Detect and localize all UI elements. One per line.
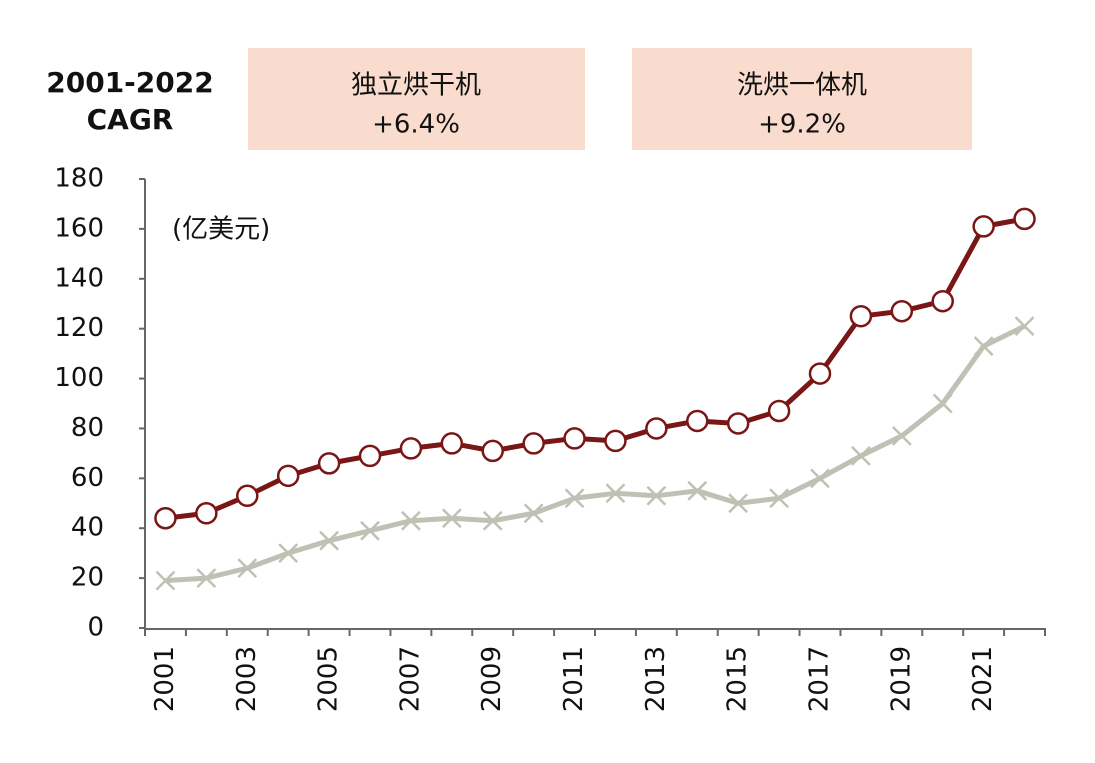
series-line xyxy=(165,216,1025,521)
x-tick-label: 2015 xyxy=(723,646,753,712)
point-marker xyxy=(481,439,504,463)
point-marker xyxy=(1014,316,1035,337)
point-marker xyxy=(932,393,953,414)
point-marker xyxy=(808,362,832,385)
point-marker xyxy=(645,417,668,440)
title-line: 2001-2022 xyxy=(46,66,213,99)
point-marker xyxy=(769,488,789,509)
series-line xyxy=(165,323,1026,584)
x-tick-label: 2009 xyxy=(477,646,507,712)
unit-label: (亿美元) xyxy=(172,215,270,245)
point-marker xyxy=(564,488,585,509)
point-marker xyxy=(728,493,749,514)
point-marker xyxy=(522,432,545,455)
point-marker xyxy=(276,464,300,488)
point-marker xyxy=(767,399,791,423)
point-marker xyxy=(726,412,750,435)
y-tick-label: 160 xyxy=(54,213,104,243)
point-marker xyxy=(891,426,912,446)
point-marker xyxy=(810,468,830,489)
point-marker xyxy=(972,215,995,238)
cagr-box xyxy=(248,48,585,150)
point-marker xyxy=(440,432,464,455)
point-marker xyxy=(890,299,914,323)
x-tick-label: 2013 xyxy=(641,646,671,712)
point-marker xyxy=(319,530,339,551)
box-label: 洗烘一体机 xyxy=(737,71,867,101)
box-value: +6.4% xyxy=(372,110,460,140)
point-marker xyxy=(155,570,176,591)
title-line: CAGR xyxy=(87,103,174,136)
box-value: +9.2% xyxy=(758,110,846,140)
point-marker xyxy=(482,510,503,531)
point-marker xyxy=(360,520,380,541)
point-marker xyxy=(849,304,873,328)
point-marker xyxy=(195,502,218,525)
x-tick-label: 2021 xyxy=(968,646,998,712)
y-tick-label: 100 xyxy=(54,363,104,393)
box-label: 独立烘干机 xyxy=(351,71,481,101)
point-marker xyxy=(851,445,871,466)
point-marker xyxy=(358,444,382,468)
point-marker xyxy=(237,558,258,579)
point-marker xyxy=(317,452,341,475)
y-tick-label: 120 xyxy=(54,313,104,343)
x-tick-label: 2001 xyxy=(150,646,180,712)
x-tick-label: 2007 xyxy=(395,646,425,712)
point-marker xyxy=(563,427,586,450)
point-marker xyxy=(236,484,259,508)
point-marker xyxy=(399,437,423,460)
y-tick-label: 60 xyxy=(71,463,104,493)
y-tick-label: 80 xyxy=(71,413,104,443)
point-marker xyxy=(401,510,421,531)
point-marker xyxy=(1013,207,1036,231)
x-tick-label: 2011 xyxy=(559,646,589,712)
y-tick-label: 140 xyxy=(54,263,104,293)
x-tick-label: 2017 xyxy=(805,646,835,712)
point-marker xyxy=(687,480,708,501)
x-tick-label: 2003 xyxy=(232,646,262,712)
x-tick-label: 2019 xyxy=(886,646,916,712)
y-tick-label: 40 xyxy=(71,513,104,543)
point-marker xyxy=(604,429,627,453)
y-tick-label: 20 xyxy=(71,563,104,593)
point-marker xyxy=(278,543,299,564)
point-marker xyxy=(646,485,667,506)
point-marker xyxy=(196,568,217,588)
point-marker xyxy=(154,506,177,530)
point-marker xyxy=(973,336,994,357)
x-tick-label: 2005 xyxy=(314,646,344,712)
point-marker xyxy=(931,289,954,313)
point-marker xyxy=(441,508,462,529)
point-marker xyxy=(523,503,544,524)
y-tick-label: 180 xyxy=(54,164,104,194)
point-marker xyxy=(605,483,626,504)
point-marker xyxy=(686,409,709,433)
cagr-box xyxy=(632,48,972,150)
y-tick-label: 0 xyxy=(87,613,104,643)
